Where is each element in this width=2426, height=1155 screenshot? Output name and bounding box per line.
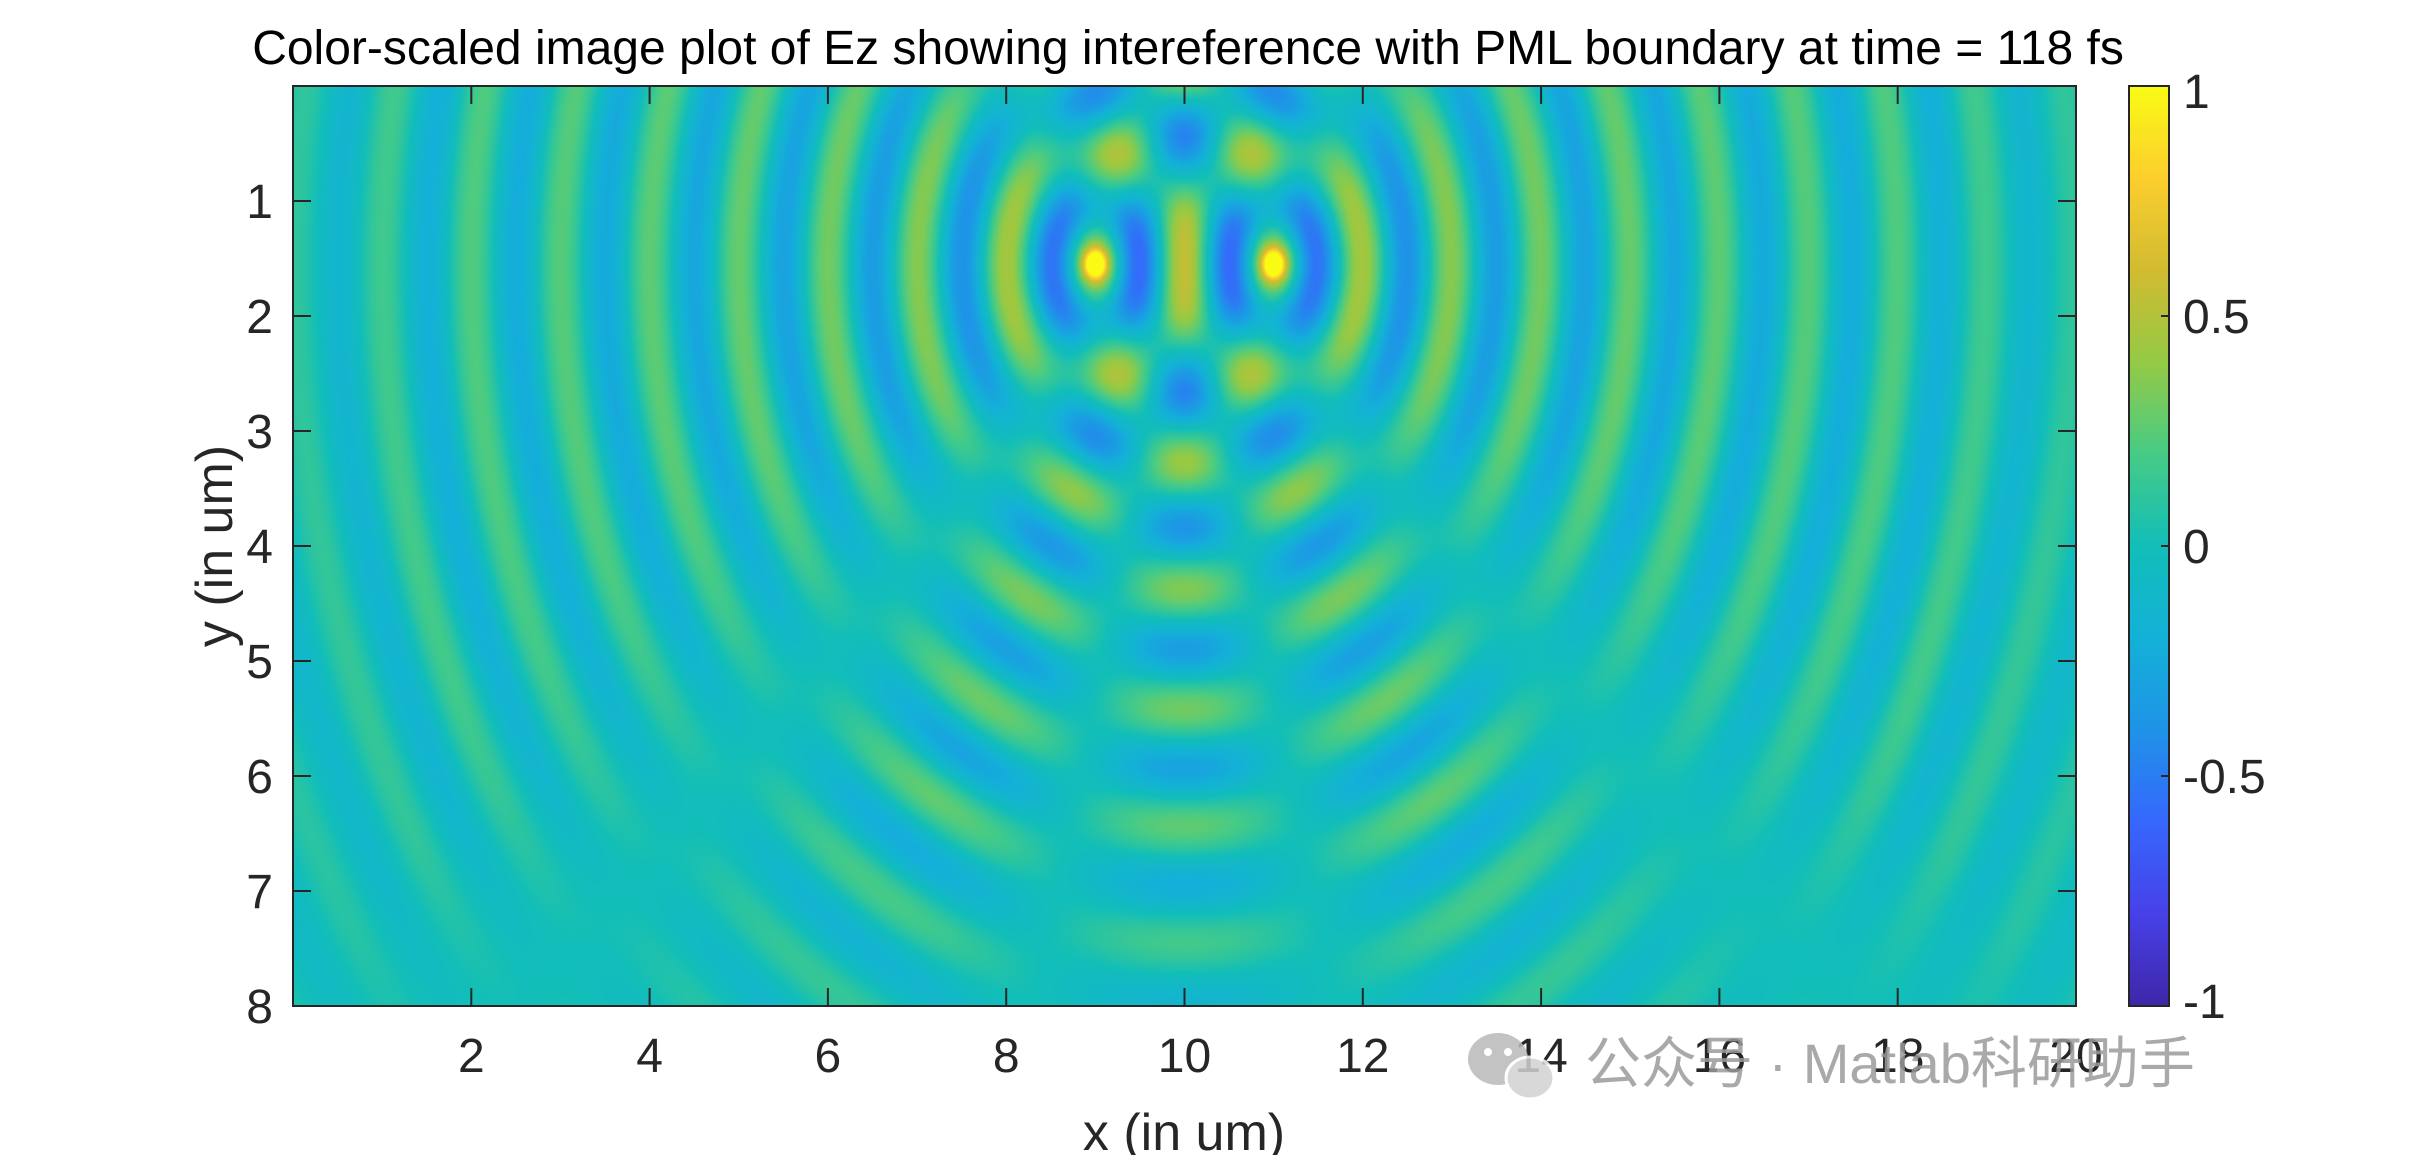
x-tick-label: 8 — [993, 1030, 1020, 1083]
plot-area-fo — [293, 86, 2076, 1006]
x-tick-label: 6 — [815, 1030, 842, 1083]
chart-title: Color-scaled image plot of Ez showing in… — [252, 22, 2124, 75]
y-tick-label: 5 — [246, 636, 273, 689]
watermark-text: 公众号 · Matlab科研助手 — [1585, 1032, 2195, 1095]
wechat-icon — [1468, 1033, 1556, 1101]
x-tick-label: 4 — [636, 1030, 663, 1083]
y-tick-label: 2 — [246, 291, 273, 344]
x-tick-label: 2 — [458, 1030, 485, 1083]
x-tick-label: 16 — [1693, 1030, 1746, 1083]
y-tick-label: 1 — [246, 176, 273, 229]
colorbar-tick-label: 1 — [2183, 66, 2210, 119]
x-tick-label: 20 — [2049, 1030, 2102, 1083]
y-tick-label: 4 — [246, 521, 273, 574]
x-tick-label: 18 — [1871, 1030, 1924, 1083]
colorbar-axis: 1 0.5 0 -0.5 -1 — [2161, 66, 2266, 1029]
heatmap-image — [293, 86, 2076, 1006]
y-tick-label: 7 — [246, 866, 273, 919]
x-tick-label: 12 — [1336, 1030, 1389, 1083]
y-axis: 1 2 3 4 5 6 7 8 — [246, 176, 2076, 1034]
x-tick-label: 10 — [1158, 1030, 1211, 1083]
colorbar-tick-label: -1 — [2183, 976, 2226, 1029]
y-tick-label: 6 — [246, 751, 273, 804]
x-axis-label: x (in um) — [1083, 1104, 1285, 1155]
watermark: 公众号 · Matlab科研助手 — [1468, 1032, 2195, 1101]
x-axis: 2 4 6 8 10 12 14 16 18 20 — [458, 86, 2103, 1083]
y-tick-label: 8 — [246, 981, 273, 1034]
colorbar-tick-label: -0.5 — [2183, 751, 2266, 804]
y-tick-label: 3 — [246, 406, 273, 459]
colorbar-tick-label: 0 — [2183, 521, 2210, 574]
y-axis-label: y (in um) — [186, 445, 244, 647]
colorbar-tick-label: 0.5 — [2183, 291, 2250, 344]
